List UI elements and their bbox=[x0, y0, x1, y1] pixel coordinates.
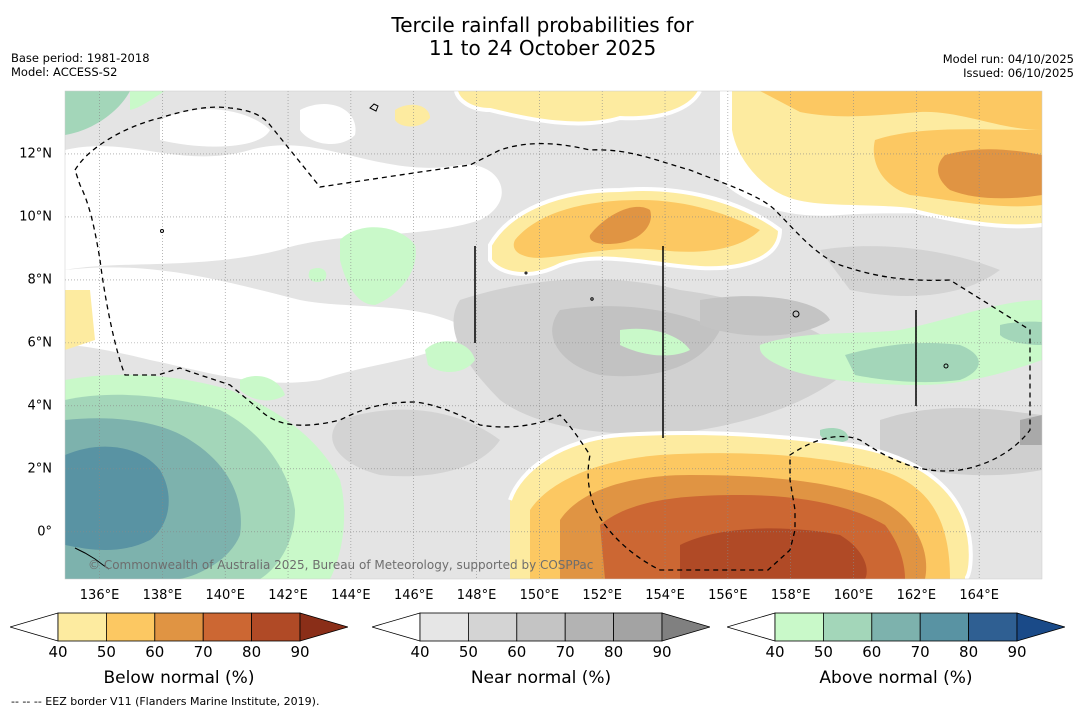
latitude-label: 4°N bbox=[27, 398, 53, 414]
above-normal-southwest bbox=[65, 91, 345, 579]
colorbar-tick-label: 90 bbox=[652, 643, 672, 661]
colorbar-tick-label: 70 bbox=[910, 643, 930, 661]
longitude-label: 140°E bbox=[205, 588, 245, 603]
meta-left: Base period: 1981-2018 Model: ACCESS-S2 bbox=[11, 51, 150, 79]
colorbar-min-arrow bbox=[725, 612, 776, 642]
colorbar-tick-label: 90 bbox=[1007, 643, 1027, 661]
latitude-label: 6°N bbox=[27, 335, 53, 351]
map-title: Tercile rainfall probabilities for 11 to… bbox=[0, 14, 1085, 60]
longitude-label: 156°E bbox=[708, 588, 748, 603]
longitude-label: 152°E bbox=[582, 588, 622, 603]
latitude-label: 2°N bbox=[27, 461, 53, 477]
title-line-2: 11 to 24 October 2025 bbox=[428, 36, 657, 60]
colorbar-swatch bbox=[774, 612, 824, 642]
eez-footnote: -- -- -- EEZ border V11 (Flanders Marine… bbox=[11, 695, 320, 708]
colorbar-tick-label: 80 bbox=[959, 643, 979, 661]
colorbar-tick-label: 50 bbox=[458, 643, 478, 661]
colorbar-swatch bbox=[468, 612, 518, 642]
islands bbox=[74, 103, 949, 570]
latitude-label: 10°N bbox=[19, 209, 52, 225]
colorbar-near-ticks: 40 50 60 70 80 90 bbox=[372, 643, 710, 663]
colorbar-below-ticks: 40 50 60 70 80 90 bbox=[10, 643, 348, 663]
colorbar-min-arrow bbox=[8, 612, 59, 642]
colorbar-min-arrow bbox=[370, 612, 421, 642]
colorbar-swatch bbox=[251, 612, 301, 642]
longitude-label: 144°E bbox=[331, 588, 371, 603]
above-normal-scattered bbox=[240, 227, 1042, 443]
colorbar-tick-label: 60 bbox=[862, 643, 882, 661]
longitude-label: 154°E bbox=[645, 588, 685, 603]
colorbar-max-arrow bbox=[1016, 612, 1067, 642]
longitude-label: 142°E bbox=[268, 588, 308, 603]
colorbar-max-arrow bbox=[661, 612, 712, 642]
colorbar-below-label: Below normal (%) bbox=[103, 668, 255, 688]
colorbar-swatch bbox=[823, 612, 873, 642]
colorbar-above-swatches bbox=[725, 612, 1067, 642]
colorbar-max-arrow bbox=[299, 612, 350, 642]
longitude-label: 146°E bbox=[393, 588, 434, 603]
base-period-text: Base period: 1981-2018 bbox=[11, 51, 150, 65]
below-normal-south bbox=[510, 433, 971, 579]
eez-borders bbox=[74, 106, 1031, 571]
colorbar-tick-label: 60 bbox=[507, 643, 527, 661]
colorbar-near-normal: 40 50 60 70 80 90 Near normal (%) bbox=[370, 612, 712, 688]
colorbar-tick-label: 70 bbox=[193, 643, 213, 661]
colorbar-swatch bbox=[613, 612, 663, 642]
colorbar-swatch bbox=[871, 612, 921, 642]
map-frame bbox=[64, 90, 1043, 580]
colorbar-swatch bbox=[106, 612, 156, 642]
colorbar-tick-label: 80 bbox=[604, 643, 624, 661]
colorbar-tick-label: 70 bbox=[555, 643, 575, 661]
meta-right: Model run: 04/10/2025 Issued: 06/10/2025 bbox=[943, 52, 1074, 80]
model-run-text: Model run: 04/10/2025 bbox=[942, 52, 1074, 66]
colorbar-above-label: Above normal (%) bbox=[819, 668, 973, 688]
colorbar-swatch bbox=[919, 612, 969, 642]
map-canvas bbox=[64, 90, 1043, 580]
colorbar-swatch bbox=[202, 612, 252, 642]
colorbar-swatch bbox=[516, 612, 566, 642]
longitude-label: 160°E bbox=[833, 588, 874, 603]
below-normal-central bbox=[65, 189, 780, 350]
colorbar-tick-label: 50 bbox=[96, 643, 116, 661]
colorbar-tick-label: 80 bbox=[242, 643, 262, 661]
longitude-label: 162°E bbox=[896, 588, 937, 603]
colorbar-swatch bbox=[419, 612, 469, 642]
colorbar-tick-label: 40 bbox=[410, 643, 430, 661]
colorbar-below-swatches bbox=[8, 612, 350, 642]
colorbar-tick-label: 40 bbox=[765, 643, 785, 661]
latitude-label: 12°N bbox=[19, 146, 52, 162]
latitude-label: 0° bbox=[37, 524, 52, 540]
colorbar-above-ticks: 40 50 60 70 80 90 bbox=[727, 643, 1065, 663]
longitude-label: 136°E bbox=[79, 588, 120, 603]
longitude-label: 138°E bbox=[142, 588, 183, 603]
colorbar-swatch bbox=[57, 612, 107, 642]
colorbar-tick-label: 40 bbox=[48, 643, 68, 661]
colorbar-below-normal: 40 50 60 70 80 90 Below normal (%) bbox=[8, 612, 350, 688]
latitude-label: 8°N bbox=[27, 272, 53, 288]
longitude-label: 158°E bbox=[770, 588, 811, 603]
title-line-1: Tercile rainfall probabilities for bbox=[391, 13, 694, 37]
issued-text: Issued: 06/10/2025 bbox=[963, 66, 1074, 80]
colorbar-near-label: Near normal (%) bbox=[470, 668, 612, 688]
map-area bbox=[65, 91, 1042, 579]
longitude-label: 164°E bbox=[959, 588, 999, 603]
colorbar-near-swatches bbox=[370, 612, 712, 642]
copyright-text: © Commonwealth of Australia 2025, Bureau… bbox=[88, 558, 594, 572]
colorbar-above-normal: 40 50 60 70 80 90 Above normal (%) bbox=[725, 612, 1067, 688]
colorbar-swatch bbox=[154, 612, 204, 642]
model-text: Model: ACCESS-S2 bbox=[11, 65, 118, 79]
colorbar-tick-label: 60 bbox=[145, 643, 165, 661]
region-edges bbox=[454, 91, 1042, 579]
colorbar-tick-label: 90 bbox=[290, 643, 310, 661]
colorbar-swatch bbox=[968, 612, 1018, 642]
longitude-label: 150°E bbox=[519, 588, 560, 603]
longitude-label: 148°E bbox=[456, 588, 497, 603]
solid-boundaries bbox=[474, 246, 917, 438]
colorbar-tick-label: 50 bbox=[813, 643, 833, 661]
colorbar-swatch bbox=[564, 612, 614, 642]
